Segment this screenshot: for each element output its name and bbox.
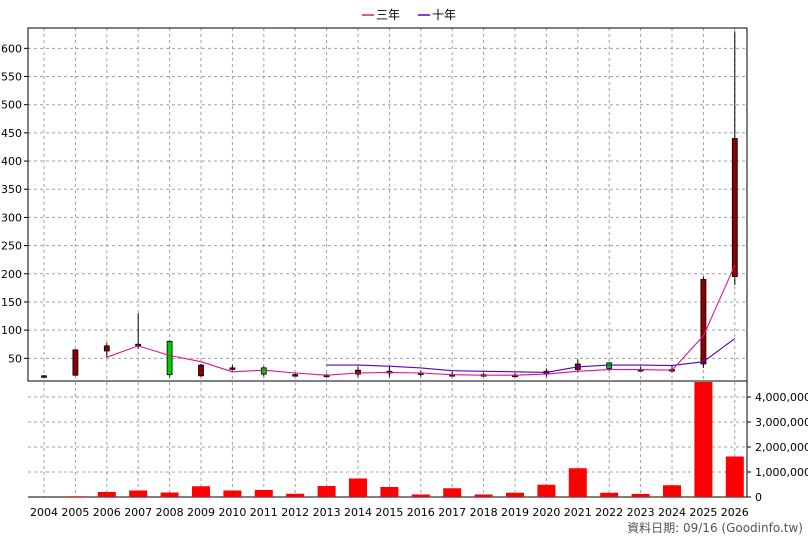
x-tick-label-2010: 2010 — [218, 506, 246, 519]
x-tick-label-2020: 2020 — [532, 506, 560, 519]
volume-tick-label-3000000: 3,000,000 — [755, 416, 808, 429]
x-tick-label-2026: 2026 — [721, 506, 749, 519]
volume-bar-2008 — [160, 492, 179, 497]
x-tick-label-2008: 2008 — [156, 506, 184, 519]
volume-axis: 0 1,000,000 2,000,000 3,000,000 4,000,000 — [747, 391, 808, 504]
volume-tick-label-2000000: 2,000,000 — [755, 441, 808, 454]
price-tick-label-250: 250 — [1, 240, 22, 253]
candle-body-2012 — [292, 374, 299, 377]
volume-bar-2007 — [129, 490, 148, 497]
x-tick-label-2004: 2004 — [30, 506, 58, 519]
volume-bar-2018 — [474, 494, 493, 497]
price-axis: 50 100 150 200 250 300 350 400 450 500 550 600 — [1, 42, 28, 365]
candle-body-2014 — [355, 369, 361, 375]
volume-bar-2014 — [349, 478, 367, 497]
volume-tick-label-4000000: 4,000,000 — [755, 391, 808, 404]
volume-bar-2017 — [443, 488, 462, 497]
x-tick-label-2018: 2018 — [470, 506, 498, 519]
candle-body-2004 — [41, 375, 47, 378]
x-tick-label-2012: 2012 — [281, 506, 309, 519]
x-tick-label-2024: 2024 — [658, 506, 686, 519]
volume-tick-label-1000000: 1,000,000 — [755, 466, 808, 479]
ma-ten-year-line — [326, 338, 736, 373]
x-tick-label-2016: 2016 — [407, 506, 435, 519]
price-tick-label-550: 550 — [1, 71, 22, 84]
x-tick-label-2023: 2023 — [627, 506, 655, 519]
volume-bar-2023 — [631, 494, 650, 497]
volume-bar-2019 — [506, 492, 524, 497]
volume-bar-2016 — [411, 494, 430, 497]
x-tick-label-2013: 2013 — [313, 506, 341, 519]
candle-body-2009 — [198, 364, 204, 377]
x-tick-label-2009: 2009 — [187, 506, 215, 519]
volume-bar-2011 — [254, 490, 273, 497]
x-tick-label-2006: 2006 — [93, 506, 121, 519]
volume-bar-2005 — [66, 496, 85, 497]
volume-bar-2013 — [317, 486, 336, 497]
price-tick-label-300: 300 — [1, 211, 22, 224]
x-tick-label-2022: 2022 — [595, 506, 623, 519]
candle-body-2008 — [166, 341, 173, 376]
price-tick-label-500: 500 — [1, 99, 22, 112]
volume-tick-label-0: 0 — [755, 491, 762, 504]
legend-label-ten-year: 十年 — [432, 8, 456, 22]
price-panel-frame — [27, 27, 748, 382]
price-tick-label-50: 50 — [8, 352, 22, 365]
volume-bar-2025 — [694, 382, 713, 497]
price-tick-label-100: 100 — [1, 324, 22, 337]
x-tick-label-2017: 2017 — [438, 506, 466, 519]
price-tick-label-200: 200 — [1, 268, 22, 281]
candle-body-2011 — [260, 367, 267, 375]
x-tick-label-2019: 2019 — [501, 506, 529, 519]
candle-body-2010 — [229, 367, 236, 370]
x-tick-label-2007: 2007 — [124, 506, 152, 519]
candle-body-2025 — [700, 279, 707, 365]
volume-bar-2006 — [97, 492, 116, 497]
x-axis: 2004 2005 2006 2007 2008 2009 2010 2011 2012 2013… — [30, 506, 749, 519]
volume-bar-2012 — [286, 493, 305, 497]
volume-bar-2022 — [600, 492, 619, 497]
plot-frames — [27, 27, 748, 498]
price-tick-label-450: 450 — [1, 127, 22, 140]
price-tick-label-350: 350 — [1, 183, 22, 196]
x-tick-label-2011: 2011 — [250, 506, 278, 519]
volume-bar-2015 — [380, 487, 399, 497]
volume-bars — [66, 382, 744, 497]
x-tick-label-2015: 2015 — [375, 506, 403, 519]
x-tick-label-2025: 2025 — [689, 506, 717, 519]
legend-label-three-year: 三年 — [376, 8, 400, 22]
x-tick-label-2014: 2014 — [344, 506, 372, 519]
volume-bar-2024 — [663, 485, 681, 497]
volume-bar-2010 — [223, 490, 242, 497]
candle-body-2026 — [731, 138, 738, 277]
volume-bar-2009 — [192, 486, 210, 497]
volume-bar-2021 — [568, 468, 587, 497]
volume-bar-2026 — [725, 456, 744, 497]
legend: 三年 十年 — [362, 8, 456, 22]
candle-body-2005 — [72, 349, 79, 376]
price-tick-label-600: 600 — [1, 42, 22, 55]
grid-lines — [28, 28, 747, 497]
x-tick-label-2021: 2021 — [564, 506, 592, 519]
volume-bar-2020 — [537, 484, 556, 497]
x-tick-label-2005: 2005 — [61, 506, 89, 519]
data-date-footer: 資料日期: 09/16 (Goodinfo.tw) — [627, 521, 803, 535]
price-tick-label-400: 400 — [1, 155, 22, 168]
ma-three-year-line — [106, 265, 736, 376]
price-tick-label-150: 150 — [1, 296, 22, 309]
moving-average-lines — [106, 265, 736, 376]
candle-body-2006 — [103, 345, 110, 352]
